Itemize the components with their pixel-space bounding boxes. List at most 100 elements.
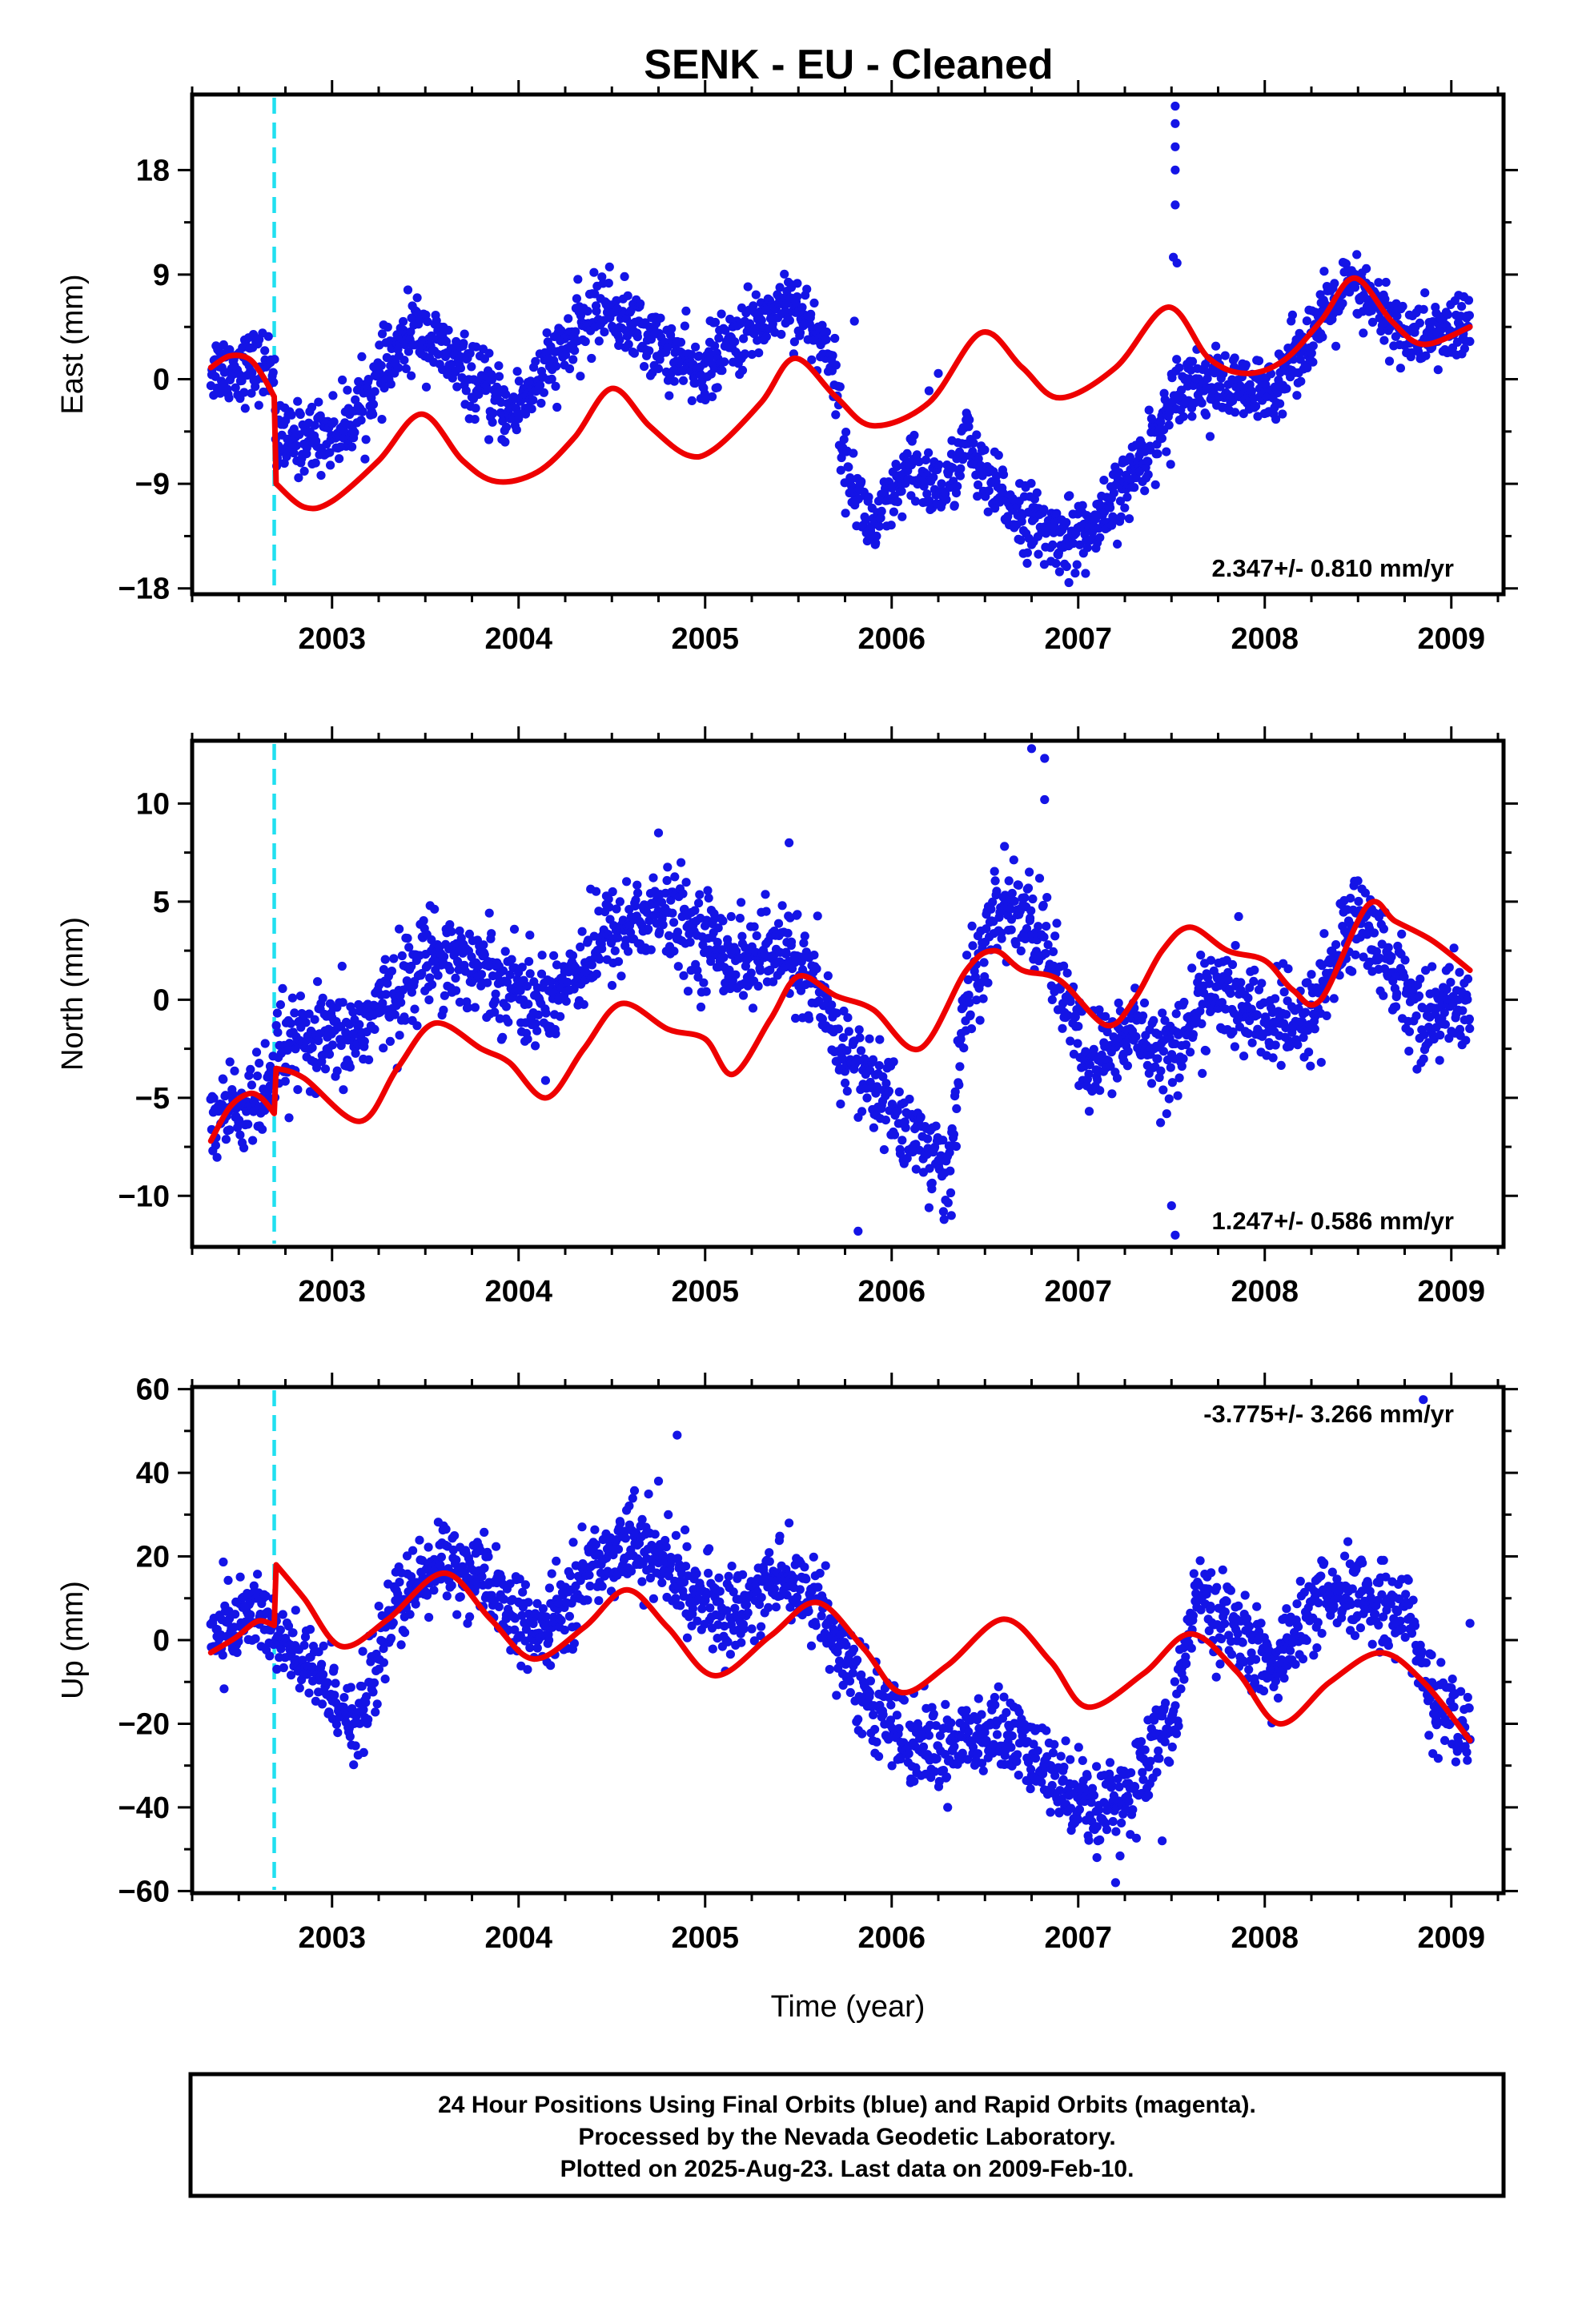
up-data-point (870, 1724, 880, 1735)
north-data-point (955, 1062, 965, 1072)
up-data-point (329, 1663, 339, 1673)
north-data-point (884, 1086, 893, 1096)
up-data-point (729, 1587, 738, 1597)
north-data-point (320, 1064, 331, 1074)
north-data-point (897, 1136, 907, 1145)
east-data-point (839, 435, 849, 444)
north-data-point (769, 977, 778, 987)
east-data-point (514, 414, 524, 424)
up-data-point (723, 1637, 733, 1647)
east-outlier-point (1170, 200, 1180, 210)
up-data-point (275, 1625, 285, 1634)
north-data-point (699, 978, 709, 987)
north-data-point (1020, 893, 1030, 903)
east-data-point (592, 307, 601, 316)
up-data-point (355, 1719, 364, 1728)
north-outlier-point (653, 828, 664, 838)
north-data-point (379, 1043, 388, 1053)
north-data-point (310, 1015, 319, 1024)
east-data-point (441, 337, 452, 347)
east-data-point (1421, 351, 1431, 360)
up-data-point (671, 1530, 681, 1540)
east-data-point (1307, 348, 1316, 358)
north-data-point (1230, 1042, 1239, 1051)
east-data-point (632, 332, 643, 342)
east-data-point (335, 454, 344, 464)
east-data-point (853, 494, 863, 504)
up-data-point (411, 1599, 420, 1609)
east-data-point (456, 364, 466, 373)
north-data-point (556, 1011, 565, 1021)
up-data-point (857, 1729, 867, 1739)
north-data-point (1463, 974, 1473, 983)
north-data-point (857, 1107, 867, 1116)
north-data-point (1322, 1011, 1331, 1020)
up-data-point (585, 1581, 595, 1591)
east-data-point (708, 392, 717, 401)
north-data-point (499, 966, 508, 975)
east-data-point (1137, 440, 1146, 449)
east-data-point (681, 306, 691, 316)
up-data-point (532, 1643, 542, 1653)
north-data-point (260, 1039, 270, 1048)
east-data-point (1464, 311, 1474, 320)
east-data-point (640, 362, 649, 372)
east-data-point (1331, 341, 1341, 351)
east-data-point (357, 352, 367, 361)
up-data-point (692, 1569, 701, 1578)
up-data-point (346, 1683, 355, 1692)
north-data-point (404, 943, 414, 952)
north-data-point (540, 1076, 551, 1085)
east-data-point (612, 296, 621, 305)
north-data-point (252, 1072, 263, 1081)
north-data-point (479, 940, 488, 950)
north-data-point (1201, 1046, 1211, 1055)
north-data-point (1177, 1061, 1186, 1072)
up-data-point (815, 1568, 825, 1578)
east-data-point (1150, 480, 1160, 489)
north-data-point (351, 1048, 360, 1058)
up-data-point (664, 1510, 673, 1519)
up-data-point (688, 1604, 698, 1614)
north-data-point (597, 944, 607, 954)
east-data-point (467, 362, 476, 372)
east-data-point (1034, 549, 1043, 559)
east-data-point (1433, 365, 1443, 375)
up-data-point (644, 1490, 653, 1499)
up-data-point (386, 1634, 396, 1643)
north-data-point (251, 1047, 262, 1057)
north-data-point (278, 983, 287, 993)
east-data-point (956, 464, 966, 473)
up-data-point (743, 1608, 753, 1618)
north-data-point (902, 1153, 912, 1163)
east-data-point (721, 325, 730, 336)
up-data-point (929, 1709, 938, 1719)
east-data-point (740, 349, 750, 359)
north-data-point (1174, 1073, 1184, 1083)
east-data-point (1247, 386, 1256, 396)
north-data-point (669, 947, 679, 956)
north-data-point (1195, 1007, 1205, 1016)
east-data-point (406, 371, 416, 380)
north-data-point (1404, 1047, 1414, 1056)
east-y-tick-label: 9 (153, 259, 170, 292)
up-data-point (705, 1544, 714, 1554)
east-data-point (955, 471, 965, 480)
north-data-point (407, 961, 416, 971)
north-data-point (738, 991, 749, 1000)
up-data-point (219, 1557, 228, 1567)
east-data-point (624, 340, 633, 349)
east-data-point (1231, 408, 1240, 417)
north-data-point (1307, 970, 1316, 979)
up-data-point (305, 1625, 315, 1634)
east-data-point (1144, 405, 1154, 415)
east-data-point (1114, 468, 1124, 477)
north-data-point (1004, 876, 1014, 886)
north-data-point (525, 969, 535, 979)
north-data-point (966, 1024, 977, 1034)
north-data-point (1010, 896, 1019, 906)
east-data-point (547, 374, 556, 384)
east-data-point (325, 448, 335, 457)
east-data-point (512, 367, 522, 376)
east-data-point (754, 348, 764, 358)
